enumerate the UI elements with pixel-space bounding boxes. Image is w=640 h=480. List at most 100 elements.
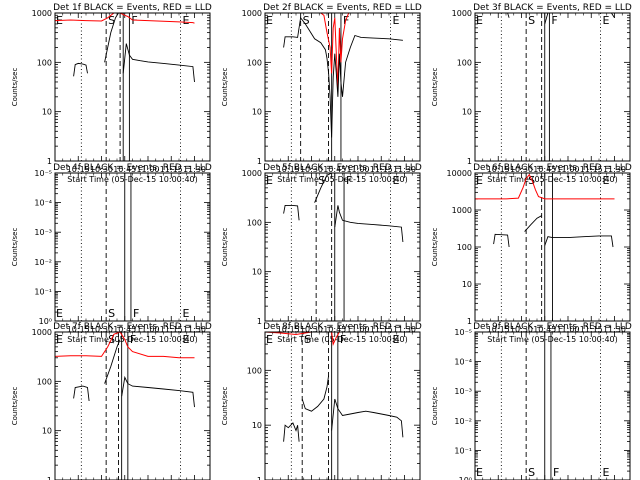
marker-label: E [266, 14, 273, 27]
panel-title: Det 3f BLACK = Events, RED = LLD [473, 3, 632, 13]
marker-label: E [393, 174, 400, 187]
y-tick-label: 10⁰ [459, 476, 472, 480]
marker-label: S [528, 14, 535, 27]
events-series-line [73, 62, 88, 77]
events-series-line [283, 422, 300, 442]
marker-label: S [318, 174, 325, 187]
x-tick-label: 10:15 [277, 325, 300, 334]
x-tick-label: 11:00 [136, 165, 159, 174]
panel-det7f: Det 7f BLACK = Events, RED = LLD Counts/s… [11, 322, 212, 480]
y-tick-label: 1 [47, 157, 52, 166]
y-axis-label: Counts/sec [11, 228, 19, 267]
marker-label: E [183, 333, 190, 346]
x-tick-label: 11:15 [160, 325, 183, 334]
y-tick-label: 10⁻² [454, 417, 472, 426]
panel-det3f: Det 3f BLACK = Events, RED = LLD Counts/s… [431, 3, 632, 184]
panel-det1f: Det 1f BLACK = Events, RED = LLD Counts/s… [11, 3, 212, 184]
marker-label: E [266, 333, 273, 346]
y-tick-label: 10⁻⁵ [34, 169, 52, 178]
panel-det9f: Det 9f BLACK = Events, RED = LLD Counts/s… [431, 322, 632, 480]
x-tick-label: 11:30 [603, 165, 626, 174]
y-tick-label: 100 [457, 58, 472, 67]
plot-frame [264, 331, 421, 480]
x-tick-label: 11:00 [556, 165, 579, 174]
y-tick-label: 1 [257, 476, 262, 480]
x-tick-label: 11:30 [393, 165, 416, 174]
events-series-line [283, 16, 403, 138]
y-tick-label: 10 [252, 268, 262, 277]
y-tick-label: 100 [247, 58, 262, 67]
y-tick-label: 10⁻⁴ [454, 358, 472, 367]
events-series-line [331, 398, 404, 438]
y-tick-label: 10 [252, 421, 262, 430]
x-tick-label: 11:15 [580, 325, 603, 334]
x-tick-label: 10:30 [90, 325, 113, 334]
lld-series-line [475, 173, 615, 200]
y-tick-label: 100 [37, 58, 52, 67]
marker-label: F [551, 14, 557, 27]
y-tick-label: 10⁻¹ [34, 287, 52, 296]
panel-title: Det 2f BLACK = Events, RED = LLD [263, 3, 422, 13]
y-axis-label: Counts/sec [431, 68, 439, 107]
x-tick-label: 10:15 [277, 165, 300, 174]
panel-title: Det 8f BLACK = Events, RED = LLD [263, 322, 422, 332]
panel-title: Det 7f BLACK = Events, RED = LLD [53, 322, 212, 332]
x-tick-label: 10:45 [113, 325, 136, 334]
y-tick-label: 100 [457, 243, 472, 252]
marker-label: S [304, 333, 311, 346]
marker-label: S [108, 14, 115, 27]
x-tick-label: 10:15 [67, 165, 90, 174]
events-series-line [122, 43, 195, 83]
y-tick-label: 1000 [242, 169, 262, 178]
x-tick-label: 10:15 [487, 325, 510, 334]
x-tick-label: 11:30 [393, 325, 416, 334]
y-tick-label: 1000 [452, 9, 472, 18]
y-tick-label: 1 [257, 317, 262, 326]
panel-title: Det 6f BLACK = Events, RED = LLD [473, 163, 632, 173]
marker-label: F [553, 466, 559, 479]
marker-label: S [528, 466, 535, 479]
y-tick-label: 1 [47, 476, 52, 480]
lld-series-line [54, 331, 195, 359]
marker-label: E [476, 14, 483, 27]
panel-title: Det 1f BLACK = Events, RED = LLD [53, 3, 212, 13]
y-tick-label: 100 [247, 218, 262, 227]
x-tick-label: 10:45 [533, 325, 556, 334]
events-series-line [493, 233, 510, 248]
x-tick-label: 10:30 [510, 325, 533, 334]
plot-frame [54, 172, 211, 322]
panel-det8f: Det 8f BLACK = Events, RED = LLD Counts/s… [221, 322, 422, 480]
marker-label: E [603, 466, 610, 479]
panel-det6f: Det 6f BLACK = Events, RED = LLD Counts/s… [431, 163, 632, 344]
x-tick-label: 10:15 [67, 325, 90, 334]
x-tick-label: 11:00 [136, 325, 159, 334]
marker-label: S [108, 307, 115, 320]
plot-frame [474, 172, 631, 322]
x-tick-label: 10:45 [323, 325, 346, 334]
y-axis-label: Counts/sec [431, 228, 439, 267]
x-tick-label: 11:15 [370, 165, 393, 174]
marker-label: F [346, 174, 352, 187]
y-axis-label: Counts/sec [221, 228, 229, 267]
marker-label: F [340, 333, 346, 346]
y-axis-label: Counts/sec [11, 68, 19, 107]
x-tick-label: 10:45 [323, 165, 346, 174]
events-series-line [121, 375, 195, 408]
y-tick-label: 1 [467, 157, 472, 166]
y-tick-label: 100 [247, 366, 262, 375]
marker-label: S [303, 14, 310, 27]
marker-label: E [393, 333, 400, 346]
y-tick-label: 10 [462, 280, 472, 289]
x-tick-label: 11:15 [580, 165, 603, 174]
y-tick-label: 10⁻⁵ [454, 328, 472, 337]
y-tick-label: 10 [252, 108, 262, 117]
lld-series-line [54, 12, 195, 24]
plot-frame [474, 12, 631, 162]
x-tick-label: 10:30 [90, 165, 113, 174]
x-tick-label: 10:15 [487, 165, 510, 174]
panel-det5f: Det 5f BLACK = Events, RED = LLD Counts/s… [221, 163, 422, 344]
marker-label: E [183, 307, 190, 320]
events-series-line [544, 235, 614, 248]
marker-label: E [476, 174, 483, 187]
y-tick-label: 1000 [32, 9, 52, 18]
